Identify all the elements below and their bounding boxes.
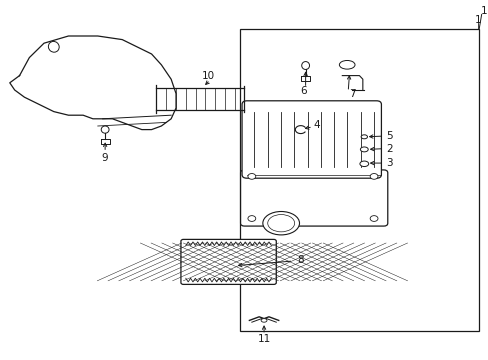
Text: 4: 4 xyxy=(313,120,320,130)
Ellipse shape xyxy=(247,216,255,221)
Ellipse shape xyxy=(359,161,368,167)
Text: 11: 11 xyxy=(257,334,270,345)
Text: 9: 9 xyxy=(102,153,108,163)
Ellipse shape xyxy=(360,147,367,152)
Text: 8: 8 xyxy=(296,255,303,265)
Text: 3: 3 xyxy=(386,158,392,168)
Ellipse shape xyxy=(369,216,377,221)
Ellipse shape xyxy=(48,41,59,52)
Ellipse shape xyxy=(267,215,294,232)
Text: 7: 7 xyxy=(348,89,355,99)
FancyBboxPatch shape xyxy=(242,101,381,178)
Ellipse shape xyxy=(339,60,354,69)
Text: 2: 2 xyxy=(386,144,392,154)
Ellipse shape xyxy=(261,319,266,322)
Ellipse shape xyxy=(101,126,109,133)
Bar xyxy=(239,29,478,331)
Text: 1: 1 xyxy=(480,6,487,16)
FancyBboxPatch shape xyxy=(181,239,276,284)
Ellipse shape xyxy=(263,211,299,235)
FancyBboxPatch shape xyxy=(240,170,387,226)
Text: 5: 5 xyxy=(386,131,392,141)
Ellipse shape xyxy=(247,174,255,179)
Ellipse shape xyxy=(360,135,367,139)
Text: 6: 6 xyxy=(299,86,306,96)
Ellipse shape xyxy=(369,174,377,179)
Text: 1: 1 xyxy=(474,15,481,25)
Ellipse shape xyxy=(301,62,309,69)
Text: 10: 10 xyxy=(202,71,215,81)
Polygon shape xyxy=(10,36,176,130)
